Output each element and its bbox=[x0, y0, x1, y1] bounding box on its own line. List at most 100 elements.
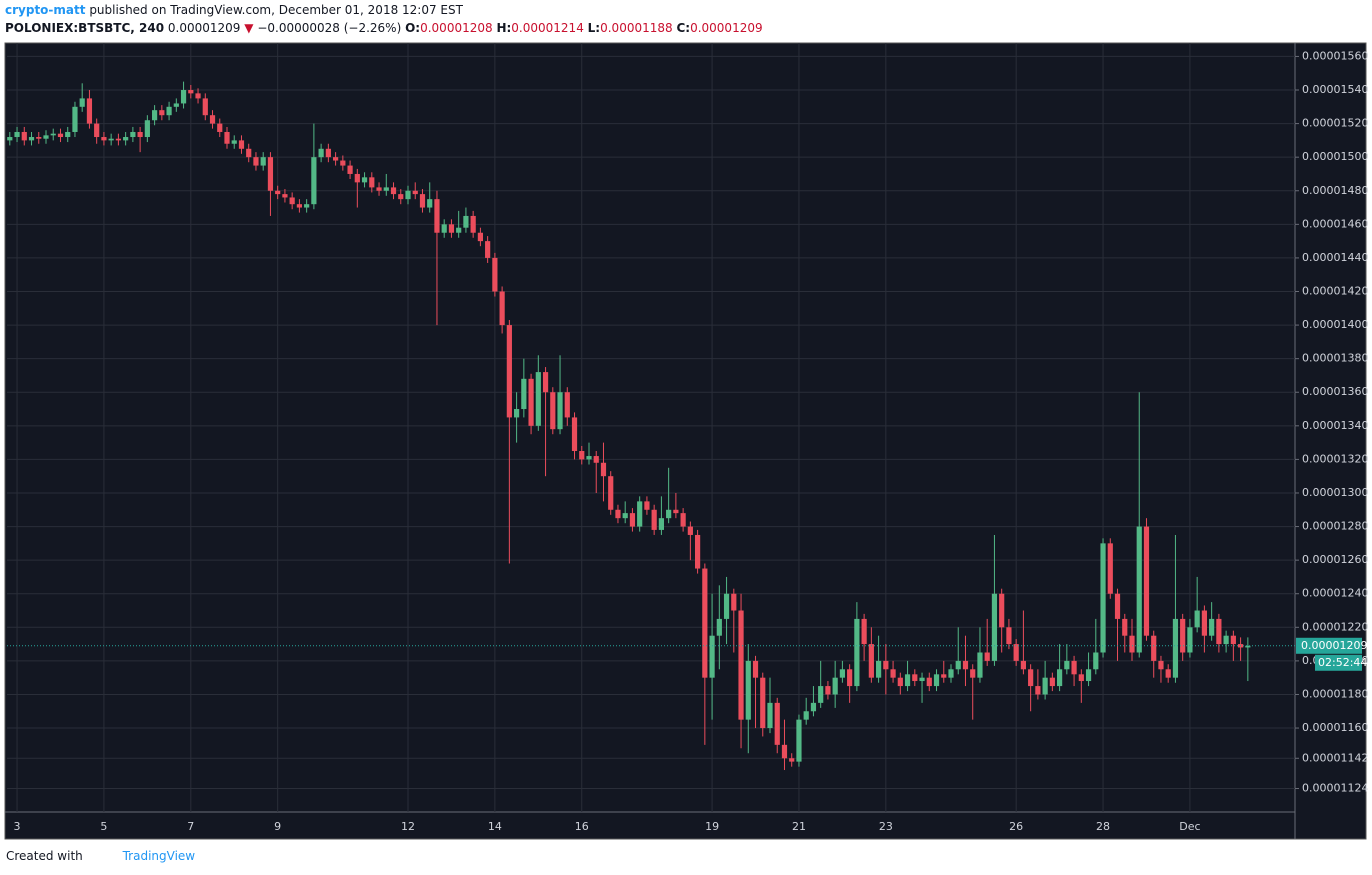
candle-body bbox=[36, 137, 42, 139]
y-tick-label: 0.00001520 bbox=[1302, 117, 1368, 130]
x-tick-label: 21 bbox=[792, 820, 806, 833]
candle-body bbox=[267, 157, 274, 191]
candle-body bbox=[564, 392, 570, 418]
candle-body bbox=[1216, 618, 1222, 645]
symbol: POLONIEX:BTSBTC, 240 bbox=[5, 21, 165, 35]
candle-body bbox=[347, 165, 353, 174]
candle-body bbox=[709, 635, 715, 678]
candle-body bbox=[731, 593, 737, 611]
y-tick-label: 0.00001400 bbox=[1302, 318, 1368, 331]
candle-body bbox=[86, 98, 93, 124]
candle-body bbox=[456, 227, 462, 233]
candle-body bbox=[673, 509, 679, 514]
candle-body bbox=[1245, 645, 1251, 648]
candle-body bbox=[687, 526, 693, 535]
candle-body bbox=[1151, 635, 1157, 661]
y-tick-label: 0.00001480 bbox=[1302, 184, 1368, 197]
candle-body bbox=[528, 378, 534, 426]
candle-body bbox=[130, 131, 136, 138]
x-tick-label: 28 bbox=[1096, 820, 1110, 833]
y-tick-label: 0.00001220 bbox=[1302, 620, 1368, 633]
candle-body bbox=[1165, 669, 1171, 678]
candle-body bbox=[275, 190, 281, 195]
candle-body bbox=[1085, 669, 1092, 682]
candle-body bbox=[492, 257, 498, 292]
candle-body bbox=[593, 456, 599, 463]
candle-body bbox=[847, 669, 853, 687]
candle-body bbox=[195, 93, 201, 99]
candle-body bbox=[1223, 635, 1229, 645]
y-tick-label: 0.00001500 bbox=[1302, 150, 1368, 163]
candle-body bbox=[123, 137, 129, 141]
candle-body bbox=[1180, 618, 1186, 653]
y-tick-label: 0.00001280 bbox=[1302, 520, 1368, 533]
candle-body bbox=[325, 148, 331, 158]
chart-background bbox=[4, 42, 1367, 840]
x-tick-label: 3 bbox=[14, 820, 21, 833]
candle-body bbox=[1114, 593, 1121, 619]
candle-body bbox=[231, 140, 237, 144]
published: published on TradingView.com, December 0… bbox=[89, 3, 463, 17]
candle-body bbox=[738, 610, 744, 720]
header-line: POLONIEX:BTSBTC, 240 0.00001209 ▼ −0.000… bbox=[5, 21, 763, 35]
candle-body bbox=[311, 157, 317, 205]
l-value: 0.00001188 bbox=[600, 21, 673, 35]
candle-body bbox=[991, 593, 998, 661]
countdown: 02:52:44 bbox=[1318, 656, 1367, 669]
candle-body bbox=[1042, 677, 1048, 695]
last-price-label: 0.00001209 bbox=[1301, 639, 1367, 652]
candle-body bbox=[1122, 618, 1128, 636]
candle-body bbox=[1187, 627, 1193, 653]
candle-body bbox=[926, 677, 932, 687]
candle-body bbox=[282, 194, 288, 198]
header-line: crypto-matt published on TradingView.com… bbox=[5, 3, 463, 17]
c-value: 0.00001209 bbox=[690, 21, 763, 35]
candle-body bbox=[202, 98, 208, 116]
candle-body bbox=[586, 456, 592, 460]
candle-body bbox=[666, 509, 672, 519]
candle-body bbox=[571, 417, 578, 452]
candle-body bbox=[354, 173, 360, 183]
y-tick-label: 0.00001142 bbox=[1302, 751, 1368, 764]
candle-body bbox=[144, 120, 150, 138]
candle-body bbox=[550, 392, 556, 430]
candle-body bbox=[1028, 669, 1034, 687]
candle-body bbox=[608, 476, 614, 510]
author[interactable]: crypto-matt bbox=[5, 3, 86, 17]
candle-body bbox=[1143, 526, 1150, 636]
candle-body bbox=[28, 137, 35, 141]
candle-body bbox=[695, 534, 701, 569]
candle-body bbox=[238, 140, 245, 149]
candle-body bbox=[94, 123, 100, 138]
created-with: Created with bbox=[6, 849, 83, 863]
candle-body bbox=[7, 137, 13, 141]
candle-body bbox=[108, 138, 114, 141]
candle-body bbox=[304, 204, 310, 208]
candle-body bbox=[1071, 660, 1077, 675]
candle-body bbox=[702, 568, 708, 678]
c-label: C: bbox=[676, 21, 691, 35]
y-tick-label: 0.00001240 bbox=[1302, 587, 1368, 600]
y-tick-label: 0.00001160 bbox=[1302, 721, 1368, 734]
candle-body bbox=[521, 378, 527, 410]
candle-body bbox=[854, 618, 860, 687]
x-tick-label: 12 bbox=[401, 820, 415, 833]
candle-body bbox=[1049, 677, 1055, 687]
candle-body bbox=[1057, 669, 1063, 687]
candle-body bbox=[217, 123, 223, 132]
candle-body bbox=[861, 618, 867, 645]
candle-body bbox=[825, 686, 831, 695]
candle-body bbox=[43, 135, 49, 139]
change: −0.00000028 (−2.26%) bbox=[257, 21, 402, 35]
candle-body bbox=[1209, 618, 1215, 636]
candle-body bbox=[188, 90, 194, 94]
candle-body bbox=[448, 224, 455, 233]
candle-body bbox=[115, 138, 121, 141]
candle-body bbox=[398, 194, 404, 200]
candle-body bbox=[159, 110, 165, 116]
candle-body bbox=[752, 660, 759, 678]
candle-body bbox=[977, 652, 983, 678]
arrow: ▼ bbox=[244, 21, 254, 35]
candle-body bbox=[369, 177, 375, 188]
brand-link[interactable]: TradingView bbox=[122, 849, 196, 863]
